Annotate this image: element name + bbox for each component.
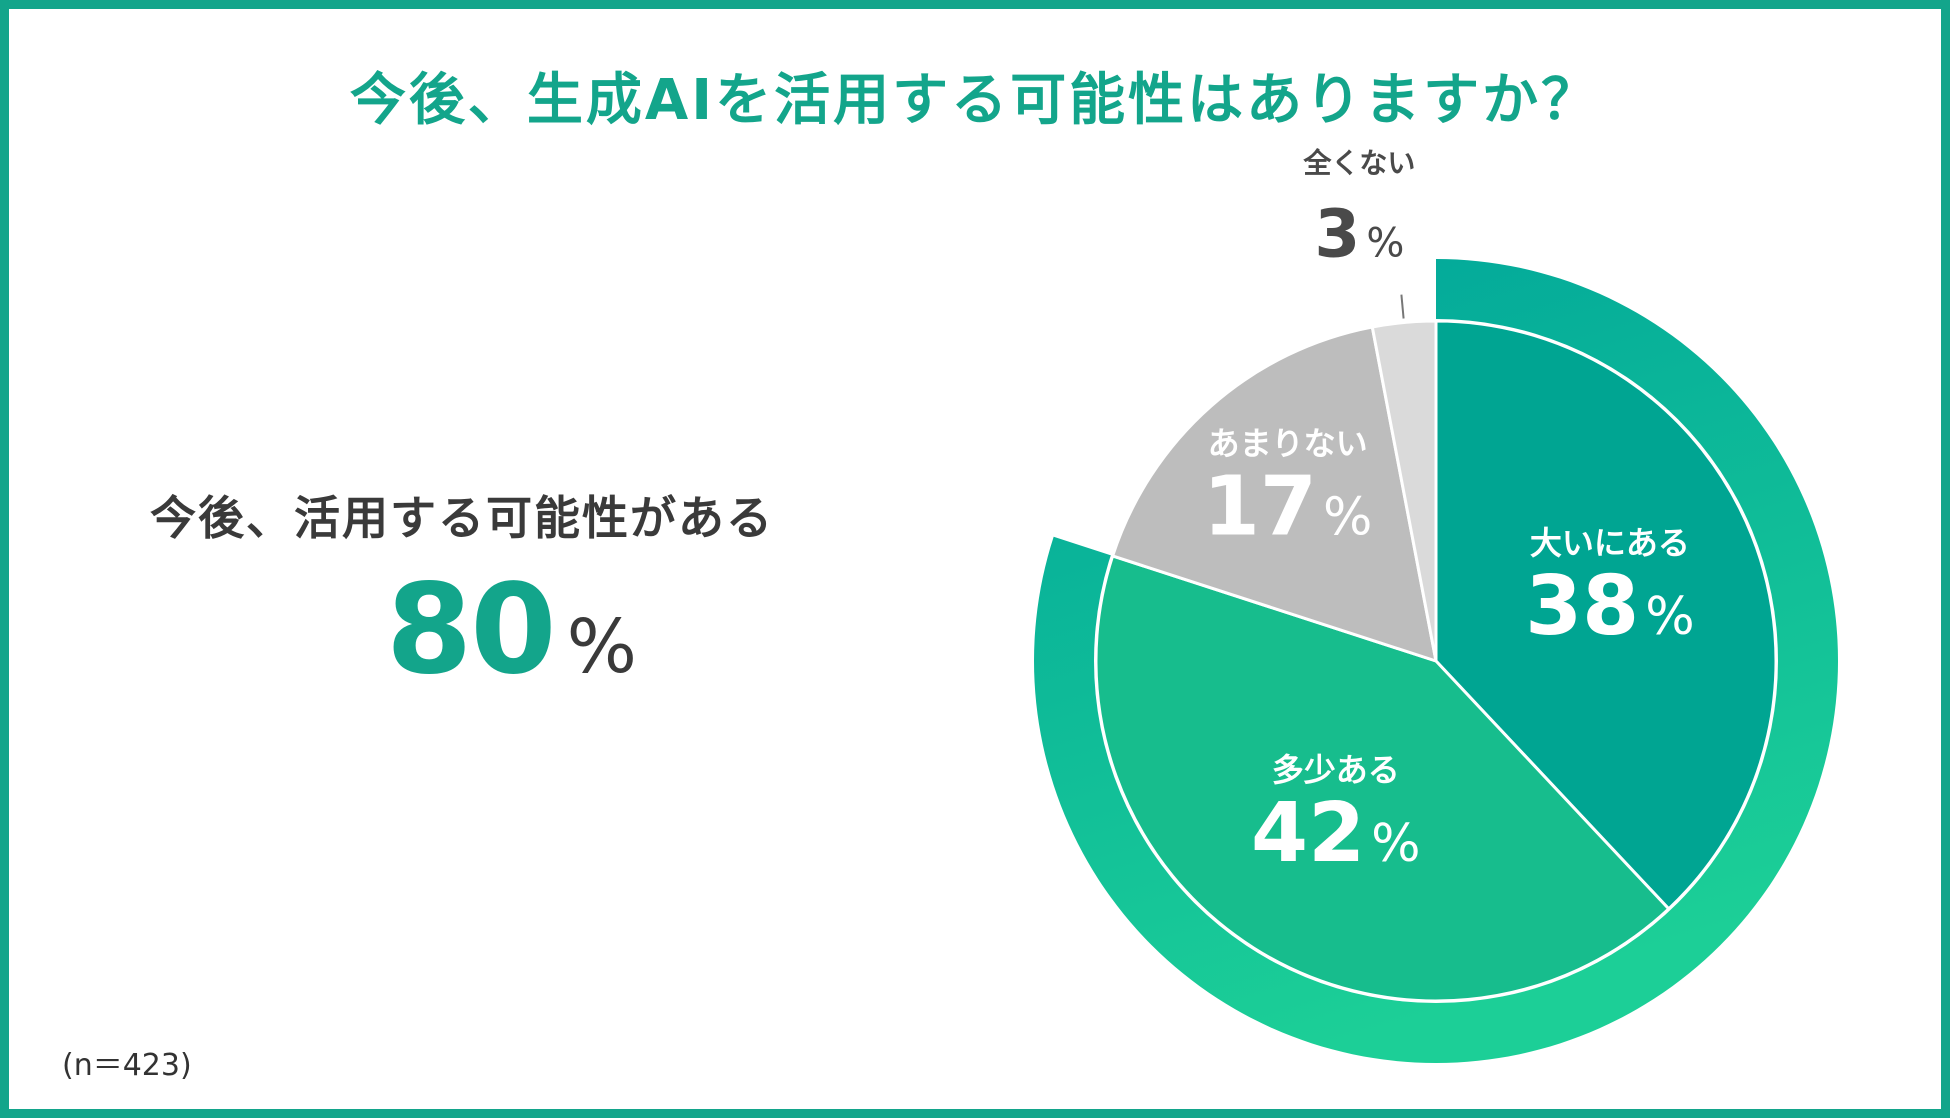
pie-slice-0: [1434, 319, 1778, 911]
pie-slice-3: [1370, 319, 1438, 663]
slice-value-3: 3%: [1314, 196, 1404, 273]
slice-value-2: 17%: [1203, 460, 1373, 555]
slice-value-1: 42%: [1251, 786, 1421, 881]
slice-value-0-number: 38: [1525, 559, 1639, 654]
slice-value-2-number: 17: [1203, 460, 1317, 555]
slice-value-0-unit: %: [1645, 587, 1694, 647]
summary-value-unit: %: [566, 604, 637, 690]
slice-label-3: 全くない: [1302, 147, 1415, 180]
slice-value-1-unit: %: [1371, 814, 1420, 874]
sample-size-note: (n＝423): [62, 1048, 192, 1083]
pie-slice-2: [1111, 325, 1438, 663]
slice-label-2: あまりない: [1208, 425, 1368, 463]
slice-value-3-unit: %: [1366, 221, 1404, 267]
pie-slice-1: [1094, 554, 1671, 1003]
chart-title: 今後、生成AIを活用する可能性はありますか？: [349, 68, 1601, 133]
summary-value-number: 80: [386, 558, 557, 702]
slice-value-2-unit: %: [1323, 488, 1372, 548]
leader-line: [1400, 294, 1405, 319]
slice-label-1: 多少ある: [1272, 751, 1400, 789]
slice-label-0: 大いにある: [1530, 524, 1690, 562]
summary-value: 80%: [386, 568, 637, 692]
slice-value-1-number: 42: [1251, 786, 1365, 881]
summary-label: 今後、活用する可能性がある: [150, 491, 774, 545]
slice-value-3-number: 3: [1314, 196, 1360, 273]
slice-layer: [1094, 319, 1778, 1003]
slice-value-0: 38%: [1525, 559, 1695, 654]
